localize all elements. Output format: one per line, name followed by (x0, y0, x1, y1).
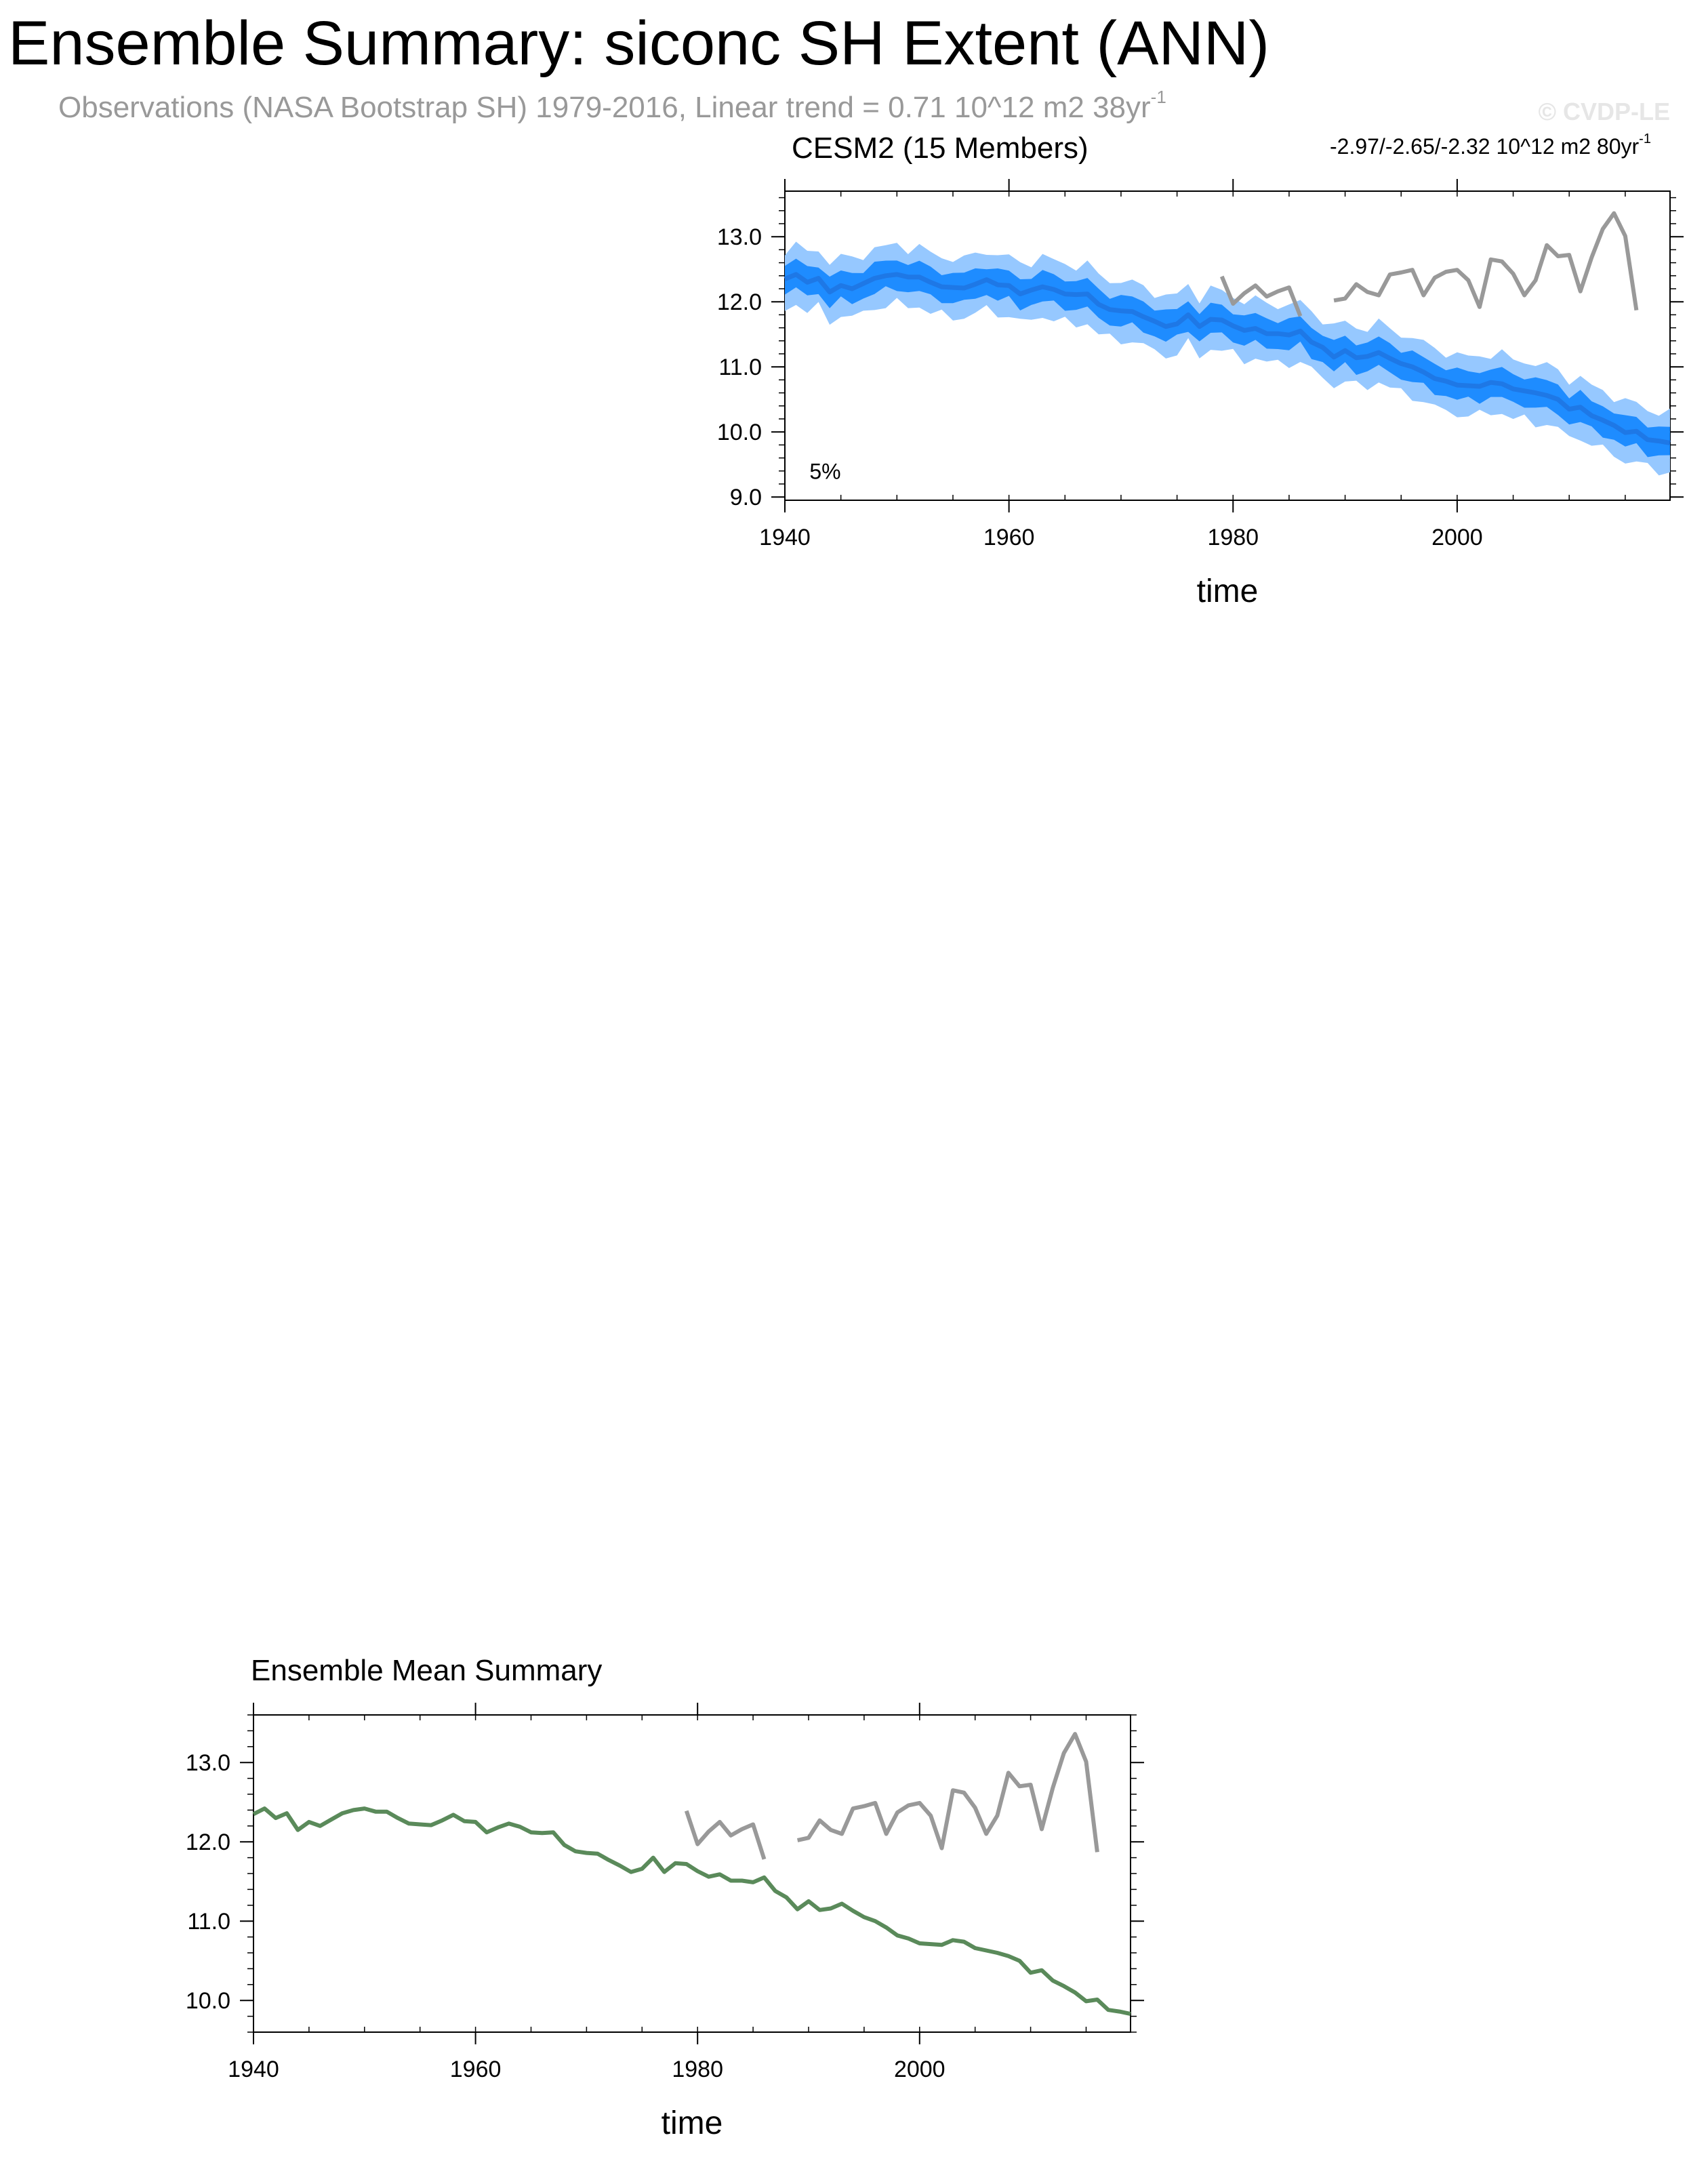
panel2-title: Ensemble Mean Summary (251, 1654, 603, 1687)
panel2-x-tick-label: 1980 (672, 2057, 723, 2082)
panel1-percent-annotation: 5% (809, 459, 840, 483)
panel2-y-tick-label: 13.0 (186, 1750, 230, 1776)
panel1-trend-label: -2.97/-2.65/-2.32 10^12 m2 80yr-1 (1330, 131, 1651, 159)
panel2-frame (253, 1714, 1131, 2033)
panel2-y-tick-label: 10.0 (186, 1988, 230, 2014)
panel1-trend-exponent: -1 (1639, 131, 1651, 146)
panel1-title: CESM2 (15 Members) (792, 131, 1089, 165)
panel2-model-mean-line (252, 1806, 1131, 2017)
panel1-ensemble-mean-line (784, 272, 1671, 445)
panel1-observations-line (1219, 211, 1639, 317)
watermark: © CVDP-LE (1538, 98, 1670, 125)
observations-subtitle: Observations (NASA Bootstrap SH) 1979-20… (58, 87, 1166, 125)
panel1-trend-text: -2.97/-2.65/-2.32 10^12 m2 80yr (1330, 134, 1640, 159)
panel1-x-tick-label: 1940 (759, 525, 811, 550)
panel1-x-tick-label: 1960 (983, 525, 1035, 550)
panel1-y-tick-label: 12.0 (717, 289, 762, 315)
panel1-x-axis-title: time (1197, 573, 1259, 609)
panel2-x-tick-label: 1960 (450, 2057, 502, 2082)
panel2-x-axis-title: time (662, 2105, 723, 2141)
page-title: Ensemble Summary: siconc SH Extent (ANN) (8, 9, 1269, 78)
panel1-x-tick-label: 1980 (1207, 525, 1259, 550)
panel2-observations-line (684, 1732, 1099, 1860)
panel2-x-tick-label: 2000 (894, 2057, 946, 2082)
panel1-y-tick-label: 11.0 (718, 355, 762, 380)
panel1-frame (784, 190, 1671, 501)
panel1-outer-spread-band (785, 241, 1670, 476)
panel1-y-tick-label: 9.0 (730, 485, 762, 510)
panel1-y-tick-label: 13.0 (717, 224, 762, 250)
panel2-plot-area: 1940 1960 1980 2000 10.0 11.0 12.0 13.0 time (186, 1703, 1144, 2141)
panel2-y-tick-label: 11.0 (187, 1909, 230, 1935)
observations-subtitle-text: Observations (NASA Bootstrap SH) 1979-20… (58, 91, 1151, 124)
panel1-x-tick-label: 2000 (1431, 525, 1483, 550)
panel1-y-tick-label: 10.0 (717, 420, 762, 445)
panel2-x-tick-label: 1940 (228, 2057, 279, 2082)
panel1-plot-area: 1940 1960 1980 2000 9.0 10.0 11.0 12.0 13.0 time 5… (717, 179, 1684, 609)
observations-subtitle-exponent: -1 (1150, 87, 1166, 107)
panel2-y-tick-label: 12.0 (186, 1829, 230, 1855)
